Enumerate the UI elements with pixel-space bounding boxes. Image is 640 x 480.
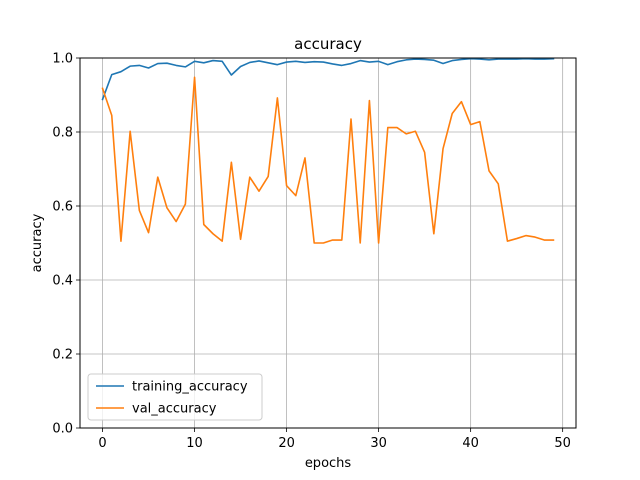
x-axis-title: epochs bbox=[305, 456, 352, 471]
x-tick-label: 0 bbox=[98, 436, 106, 451]
y-tick-label: 1.0 bbox=[52, 52, 73, 67]
series-line-val-accuracy bbox=[101, 76, 555, 244]
series-lines bbox=[101, 57, 555, 244]
y-tick-label: 0.0 bbox=[52, 422, 73, 437]
y-tick-label: 0.2 bbox=[52, 348, 73, 363]
x-tick-label: 50 bbox=[554, 436, 571, 451]
y-tick-label: 0.6 bbox=[52, 200, 73, 215]
grid-lines bbox=[80, 57, 576, 429]
x-tick-label: 30 bbox=[370, 436, 387, 451]
plot-frame bbox=[79, 57, 577, 429]
y-axis-title: accuracy bbox=[30, 213, 45, 272]
y-tick-label: 0.8 bbox=[52, 126, 73, 141]
x-tick-label: 10 bbox=[186, 436, 203, 451]
x-tick-label: 40 bbox=[462, 436, 479, 451]
legend-label: val_accuracy bbox=[132, 402, 217, 417]
series-line-training-accuracy bbox=[101, 57, 555, 101]
chart-title: accuracy bbox=[294, 35, 362, 53]
x-tick-label: 20 bbox=[278, 436, 295, 451]
y-tick-label: 0.4 bbox=[52, 274, 73, 289]
legend: training_accuracy val_accuracy bbox=[87, 373, 263, 421]
legend-box bbox=[87, 373, 263, 421]
axis-ticks: 0 10 20 30 40 50 0.0 0.2 0.4 0.6 0.8 1.0 bbox=[52, 52, 571, 452]
legend-label: training_accuracy bbox=[132, 380, 248, 395]
